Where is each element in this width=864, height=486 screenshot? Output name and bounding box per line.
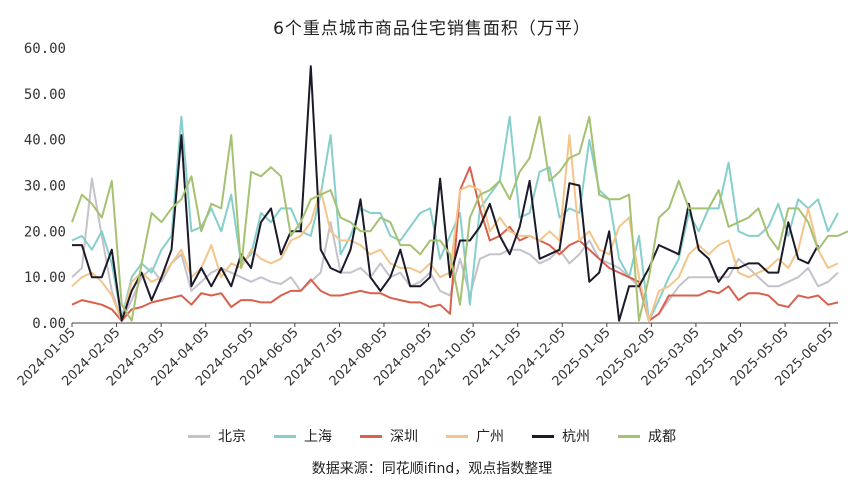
legend-label: 北京: [218, 429, 246, 445]
y-tick-label: 30.00: [24, 179, 66, 195]
legend-item[interactable]: 深圳: [360, 426, 418, 446]
legend-swatch: [618, 434, 640, 438]
y-tick-label: 40.00: [24, 133, 66, 149]
y-tick-label: 50.00: [24, 87, 66, 103]
legend-swatch: [446, 434, 468, 438]
chart-title: 6个重点城市商品住宅销售面积（万平）: [273, 19, 591, 39]
legend-label: 成都: [648, 429, 676, 445]
y-tick-label: 0.00: [32, 316, 66, 332]
legend-swatch: [274, 434, 296, 438]
legend-label: 上海: [304, 429, 332, 445]
legend-swatch: [188, 434, 210, 438]
legend-label: 深圳: [390, 429, 418, 445]
legend-item[interactable]: 成都: [618, 426, 676, 446]
legend-label: 杭州: [562, 429, 590, 445]
line-chart: 0.0010.0020.0030.0040.0050.0060.002024-0…: [15, 41, 849, 389]
y-tick-label: 20.00: [24, 224, 66, 240]
legend-item[interactable]: 广州: [446, 426, 504, 446]
series-line-2: [71, 166, 839, 322]
legend-item[interactable]: 杭州: [532, 426, 590, 446]
legend-item[interactable]: 北京: [188, 426, 246, 446]
legend-swatch: [360, 434, 382, 438]
series-line-4: [72, 65, 819, 322]
legend: 北京 上海 深圳 广州 杭州 成都: [0, 426, 864, 446]
series-line-5: [71, 115, 849, 322]
y-tick-label: 10.00: [24, 270, 66, 286]
y-tick-label: 60.00: [24, 41, 66, 57]
source-note: 数据来源：同花顺ifind，观点指数整理: [311, 461, 553, 477]
legend-item[interactable]: 上海: [274, 426, 332, 446]
legend-label: 广州: [476, 429, 504, 445]
legend-swatch: [532, 434, 554, 438]
